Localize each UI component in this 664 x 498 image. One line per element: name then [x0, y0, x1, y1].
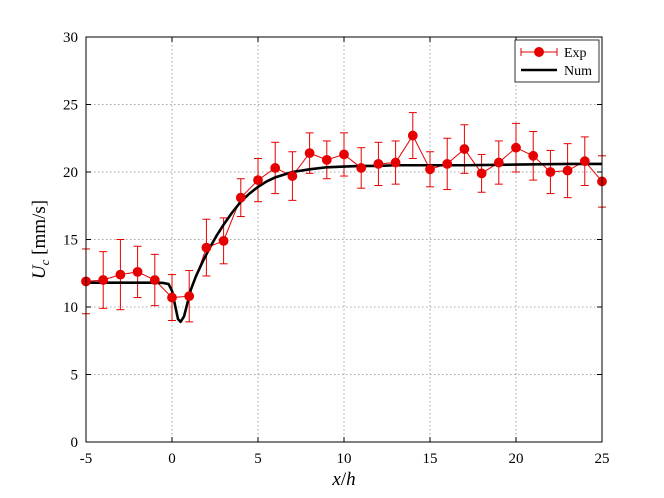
exp-data-point	[579, 156, 590, 167]
exp-data-point	[235, 192, 246, 203]
x-tick-label: 25	[595, 451, 610, 467]
y-axis-label-sub: c	[37, 259, 52, 265]
exp-data-point	[149, 275, 160, 285]
exp-data-point	[339, 149, 349, 160]
legend-exp-label: Exp	[564, 46, 587, 61]
exp-data-point	[304, 148, 315, 159]
x-axis-label-slash: /	[341, 469, 347, 490]
legend-box	[514, 39, 600, 83]
legend: Exp Num	[514, 39, 600, 83]
exp-data-point	[115, 269, 126, 280]
exp-data-point	[98, 275, 109, 285]
x-tick-label: 15	[423, 451, 438, 467]
y-tick-label: 15	[63, 233, 78, 249]
exp-data-point	[218, 235, 229, 246]
x-tick-label: 20	[509, 451, 524, 467]
legend-num-label: Num	[564, 64, 592, 79]
y-axis-label: Uc [mm/s]	[29, 200, 52, 279]
exp-data-point	[270, 163, 281, 173]
exp-data-point	[528, 150, 539, 161]
exp-data-point	[562, 165, 573, 176]
x-axis-label: x/h	[331, 469, 355, 490]
x-tick-label: 10	[337, 451, 352, 467]
exp-data-point	[321, 154, 332, 165]
exp-data-point	[511, 142, 521, 153]
exp-data-point	[184, 291, 195, 302]
x-tick-label: 5	[254, 451, 262, 467]
y-tick-label: 30	[63, 30, 78, 46]
exp-data-point	[201, 242, 212, 253]
exp-data-point	[167, 292, 177, 303]
exp-data-point	[459, 144, 470, 154]
grid-layer	[86, 37, 602, 442]
y-tick-label: 0	[71, 435, 79, 451]
exp-data-point	[390, 157, 401, 168]
exp-data-point	[132, 266, 143, 277]
exp-data-point	[493, 157, 504, 168]
x-axis-label-x: x	[331, 469, 341, 490]
exp-data-point	[287, 171, 298, 181]
y-tick-label: 10	[63, 300, 78, 316]
exp-data-point	[373, 158, 384, 169]
legend-exp-marker	[534, 47, 544, 57]
exp-data-point	[476, 168, 487, 179]
x-tick-label: 0	[168, 451, 176, 467]
exp-data-point	[545, 167, 556, 177]
legend-item-exp: Exp	[520, 46, 587, 61]
y-tick-label: 5	[71, 368, 79, 384]
exp-data-point	[425, 164, 435, 175]
x-axis-label-h: h	[346, 469, 356, 490]
series-layer	[81, 112, 607, 324]
y-axis-label-main: U	[29, 264, 50, 279]
exp-data-point	[442, 158, 453, 169]
y-tick-label: 20	[63, 165, 78, 181]
legend-item-num: Num	[521, 64, 592, 79]
exp-data-point	[253, 175, 263, 186]
y-axis-label-unit: [mm/s]	[29, 200, 50, 260]
exp-data-point	[356, 163, 367, 173]
exp-data-point	[407, 130, 418, 141]
x-tick-label: -5	[80, 451, 93, 467]
y-tick-label: 25	[63, 98, 78, 114]
